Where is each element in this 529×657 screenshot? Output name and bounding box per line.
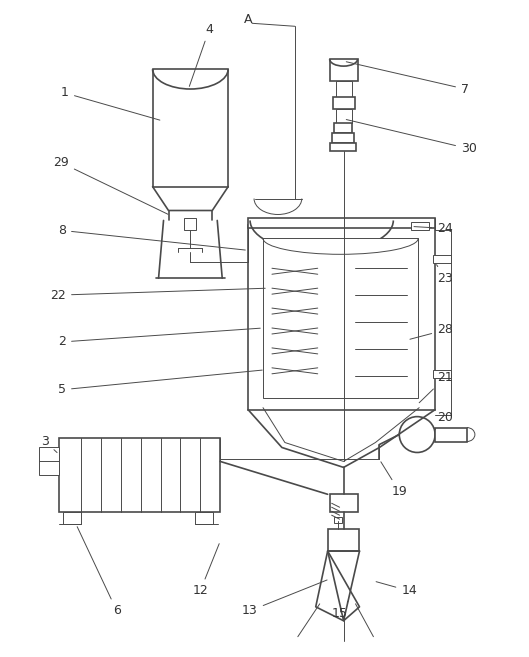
Text: 4: 4 (189, 23, 213, 86)
Bar (411, 223, 429, 231)
Bar (333, 97, 354, 109)
Text: 23: 23 (436, 265, 453, 284)
Text: 6: 6 (77, 527, 121, 618)
Bar (63, 512, 81, 524)
Text: 28: 28 (410, 323, 453, 339)
Bar (334, 517, 342, 523)
Text: 2: 2 (58, 328, 260, 348)
Text: 1: 1 (61, 87, 160, 120)
Bar (335, 109, 352, 123)
Circle shape (399, 417, 435, 453)
Text: 12: 12 (193, 544, 219, 597)
Bar (433, 256, 451, 263)
Bar (327, 529, 360, 551)
Text: 15: 15 (332, 601, 348, 620)
Bar (335, 81, 352, 97)
Text: 29: 29 (53, 156, 168, 214)
Text: A: A (244, 13, 252, 26)
Bar (248, 225, 435, 410)
Bar (248, 219, 435, 229)
Bar (39, 447, 59, 476)
Bar (330, 494, 358, 512)
Text: 22: 22 (50, 288, 265, 302)
Text: 3: 3 (41, 435, 57, 453)
Text: 19: 19 (381, 462, 407, 498)
Text: 5: 5 (58, 370, 262, 396)
Bar (435, 428, 467, 442)
Bar (195, 512, 213, 524)
Bar (334, 123, 352, 133)
Text: 21: 21 (419, 371, 453, 403)
Text: 13: 13 (242, 580, 327, 618)
Text: 24: 24 (414, 222, 453, 235)
Bar (332, 133, 353, 143)
Text: 7: 7 (346, 62, 469, 95)
Bar (59, 438, 220, 512)
Bar (185, 219, 196, 231)
Bar (330, 143, 355, 150)
Text: 8: 8 (58, 224, 245, 250)
Text: 30: 30 (346, 120, 477, 155)
Text: 20: 20 (435, 411, 453, 430)
Text: 14: 14 (376, 581, 417, 597)
Bar (263, 238, 418, 397)
Bar (433, 370, 451, 378)
Bar (330, 59, 358, 81)
Bar (152, 69, 228, 187)
